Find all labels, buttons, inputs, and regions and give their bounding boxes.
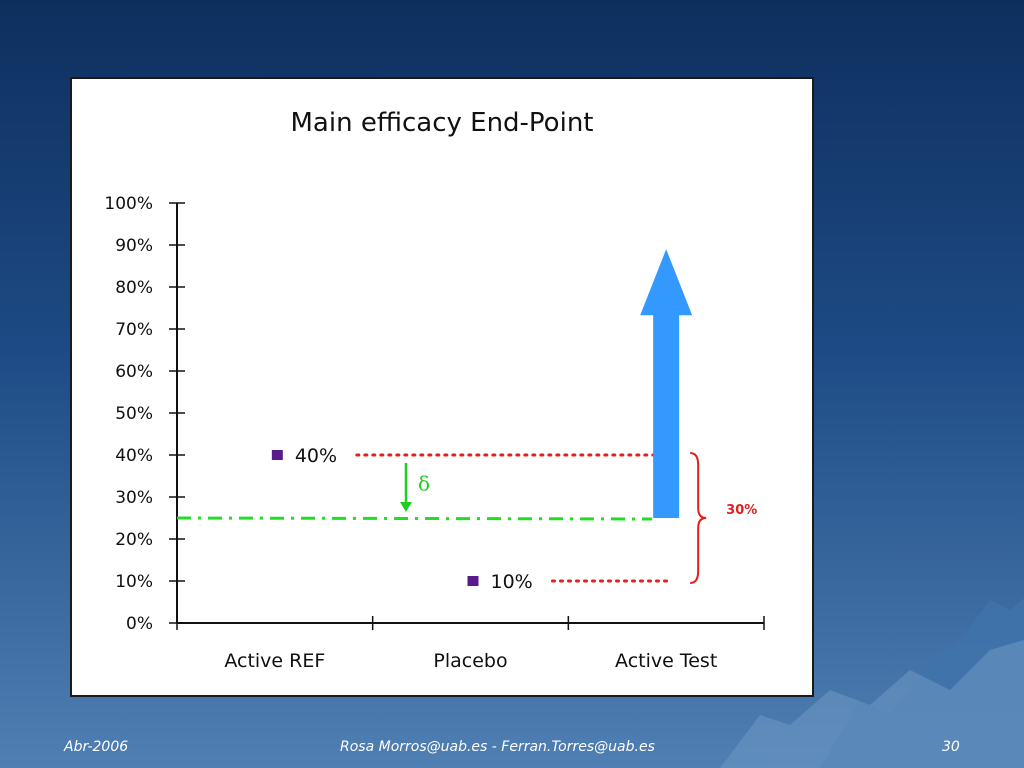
- y-tick-label: 10%: [115, 572, 153, 592]
- y-tick-label: 40%: [115, 446, 153, 466]
- chart-panel: Main efficacy End-Point 0% 10% 20% 30% 40% 50…: [70, 77, 814, 697]
- delta-symbol: δ: [418, 472, 430, 496]
- y-tick-label: 20%: [115, 530, 153, 550]
- chart-svg: Main efficacy End-Point 0% 10% 20% 30% 40% 50…: [104, 108, 765, 672]
- y-tick-label: 70%: [115, 320, 153, 340]
- margin-dashdot-line: [176, 516, 653, 521]
- difference-brace: [690, 452, 707, 584]
- y-tick-label: 50%: [115, 404, 153, 424]
- delta-arrow-head: [400, 502, 412, 512]
- data-point-marker: [271, 450, 283, 460]
- footer-page-number: 30: [942, 739, 960, 755]
- x-category-label: Placebo: [433, 650, 507, 672]
- efficacy-arrow: [640, 249, 693, 518]
- footer-authors: Rosa Morros@uab.es - Ferran.Torres@uab.e…: [340, 739, 655, 755]
- data-point-label: 40%: [295, 445, 337, 467]
- y-tick-label: 0%: [126, 614, 153, 634]
- data-point-marker: [467, 576, 479, 586]
- data-point-label: 10%: [491, 571, 533, 593]
- y-tick-label: 30%: [115, 488, 153, 508]
- footer-date: Abr-2006: [64, 739, 129, 755]
- y-tick-label: 100%: [104, 194, 153, 214]
- y-tick-label: 60%: [115, 362, 153, 382]
- y-tick-label: 80%: [115, 278, 153, 298]
- chart-title: Main efficacy End-Point: [291, 108, 594, 138]
- y-tick-label: 90%: [115, 236, 153, 256]
- difference-label: 30%: [726, 503, 757, 518]
- x-category-label: Active REF: [224, 650, 325, 672]
- x-category-label: Active Test: [615, 650, 717, 672]
